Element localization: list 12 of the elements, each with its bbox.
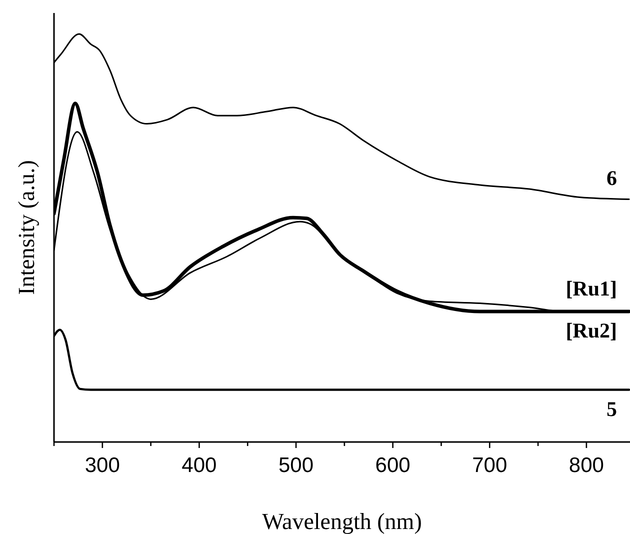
- x-tick-label: 300: [84, 454, 120, 477]
- series-label: 6: [606, 166, 618, 190]
- x-axis-title: Wavelength (nm): [262, 509, 422, 534]
- y-axis-title: Intensity (a.u.): [14, 160, 39, 295]
- x-tick-label: 800: [568, 454, 604, 477]
- x-tick-label: 600: [375, 454, 410, 477]
- series-label: [Ru2]: [566, 318, 618, 342]
- series-label: 5: [606, 396, 618, 421]
- x-tick-label: 500: [278, 454, 314, 477]
- series-label: [Ru1]: [566, 276, 618, 300]
- x-tick-label: 700: [472, 454, 508, 477]
- x-tick-label: 400: [182, 454, 217, 477]
